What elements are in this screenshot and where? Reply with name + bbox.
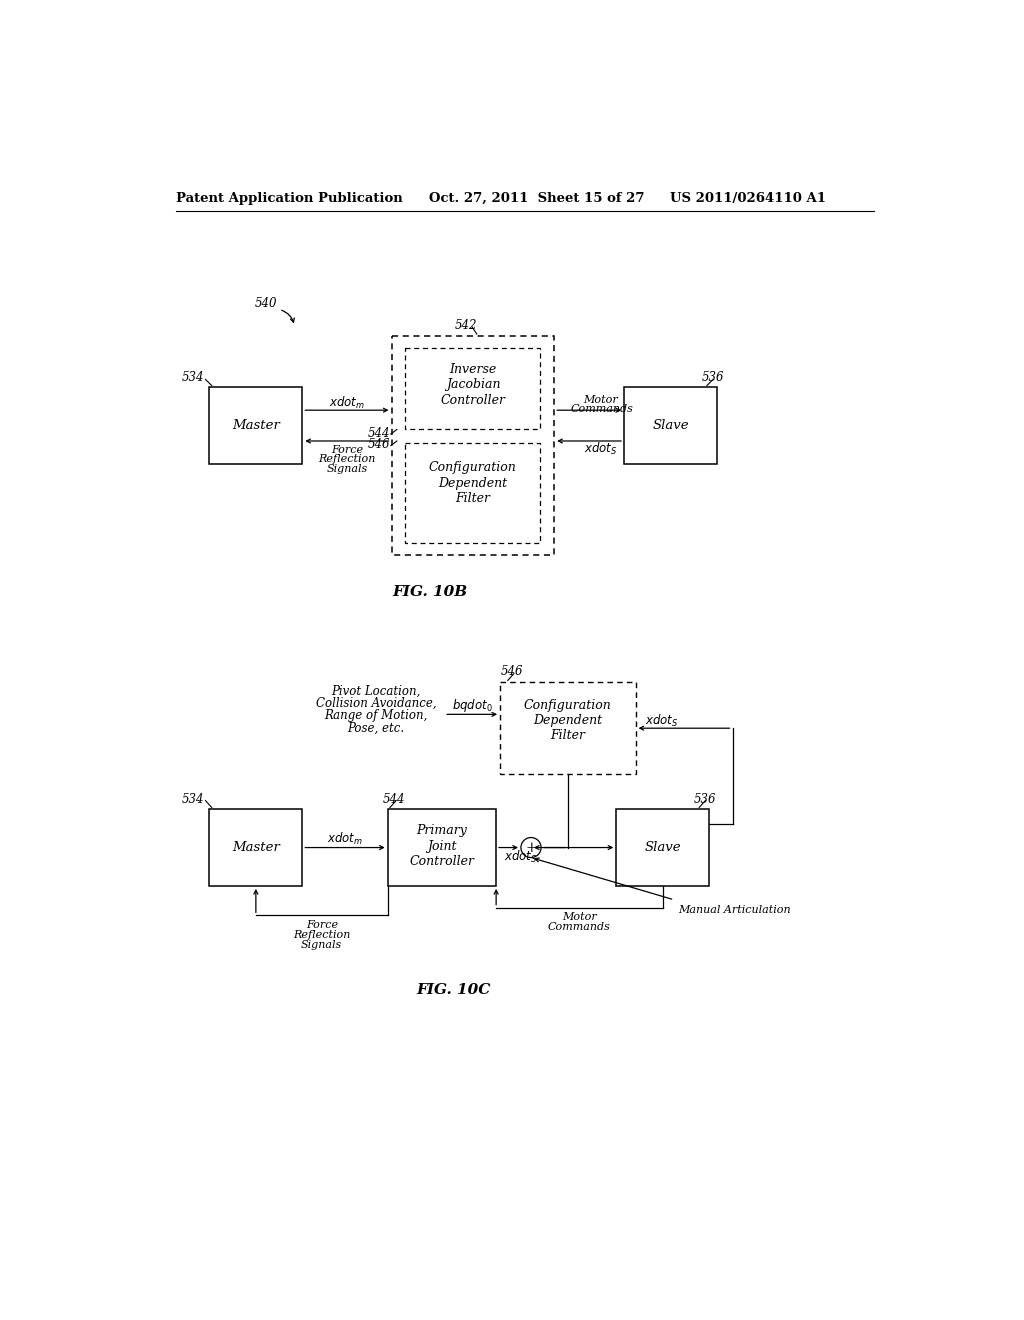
Text: 536: 536	[694, 792, 717, 805]
Text: Filter: Filter	[456, 492, 490, 506]
Text: Configuration: Configuration	[524, 698, 611, 711]
Text: 546: 546	[368, 438, 390, 451]
Text: Force: Force	[331, 445, 362, 455]
Text: 536: 536	[701, 371, 724, 384]
Text: Motor: Motor	[584, 395, 618, 405]
Text: Commands: Commands	[570, 404, 634, 414]
Text: $\mathit{xdot}_S$: $\mathit{xdot}_S$	[645, 713, 679, 729]
Text: 540: 540	[255, 297, 278, 310]
Text: FIG. 10B: FIG. 10B	[392, 585, 468, 599]
Text: Motor: Motor	[562, 912, 597, 921]
Text: FIG. 10C: FIG. 10C	[417, 983, 490, 997]
Bar	[624, 387, 717, 465]
Text: Primary: Primary	[417, 824, 467, 837]
Text: Master: Master	[232, 841, 280, 854]
Text: 544: 544	[383, 792, 406, 805]
Text: +: +	[525, 841, 537, 854]
Text: Collision Avoidance,: Collision Avoidance,	[315, 697, 436, 710]
Text: Patent Application Publication: Patent Application Publication	[176, 191, 402, 205]
Text: Inverse: Inverse	[450, 363, 497, 376]
Text: Controller: Controller	[440, 393, 506, 407]
Bar	[406, 348, 541, 429]
Bar	[391, 335, 554, 554]
Text: Manual Articulation: Manual Articulation	[678, 906, 791, 915]
Bar	[500, 682, 636, 775]
Text: 546: 546	[501, 665, 523, 678]
Text: $\mathit{bqdot}_0$: $\mathit{bqdot}_0$	[452, 697, 493, 714]
Text: Dependent: Dependent	[438, 477, 508, 490]
Text: Oct. 27, 2011  Sheet 15 of 27: Oct. 27, 2011 Sheet 15 of 27	[429, 191, 644, 205]
Text: 542: 542	[455, 319, 477, 333]
Text: Force: Force	[306, 920, 338, 929]
Text: Configuration: Configuration	[429, 462, 517, 474]
Text: Controller: Controller	[410, 855, 474, 869]
Text: Slave: Slave	[652, 418, 689, 432]
Text: 544: 544	[368, 426, 390, 440]
Bar	[209, 387, 302, 465]
Text: Range of Motion,: Range of Motion,	[325, 709, 428, 722]
Text: Filter: Filter	[550, 730, 586, 742]
Bar	[209, 809, 302, 886]
Text: Dependent: Dependent	[534, 714, 602, 727]
Text: Pivot Location,: Pivot Location,	[332, 685, 421, 698]
Text: Reflection: Reflection	[318, 454, 376, 465]
Text: $\mathit{xdot}_m$: $\mathit{xdot}_m$	[329, 395, 365, 411]
Text: Signals: Signals	[301, 940, 342, 949]
Bar	[406, 444, 541, 544]
Text: Jacobian: Jacobian	[445, 379, 500, 391]
Bar	[388, 809, 496, 886]
Text: Commands: Commands	[548, 921, 611, 932]
Text: Pose, etc.: Pose, etc.	[347, 722, 404, 735]
Text: $\mathit{xdot}_S$: $\mathit{xdot}_S$	[504, 849, 538, 865]
Text: 534: 534	[181, 371, 204, 384]
Text: 534: 534	[181, 792, 204, 805]
Text: $\mathit{xdot}_m$: $\mathit{xdot}_m$	[327, 832, 362, 847]
Text: Master: Master	[232, 418, 280, 432]
Text: $\mathit{xdot}_S$: $\mathit{xdot}_S$	[584, 441, 617, 457]
Text: Slave: Slave	[644, 841, 681, 854]
Bar	[616, 809, 710, 886]
Text: Reflection: Reflection	[293, 929, 350, 940]
Text: Signals: Signals	[327, 463, 368, 474]
Text: US 2011/0264110 A1: US 2011/0264110 A1	[671, 191, 826, 205]
Text: Joint: Joint	[427, 840, 457, 853]
